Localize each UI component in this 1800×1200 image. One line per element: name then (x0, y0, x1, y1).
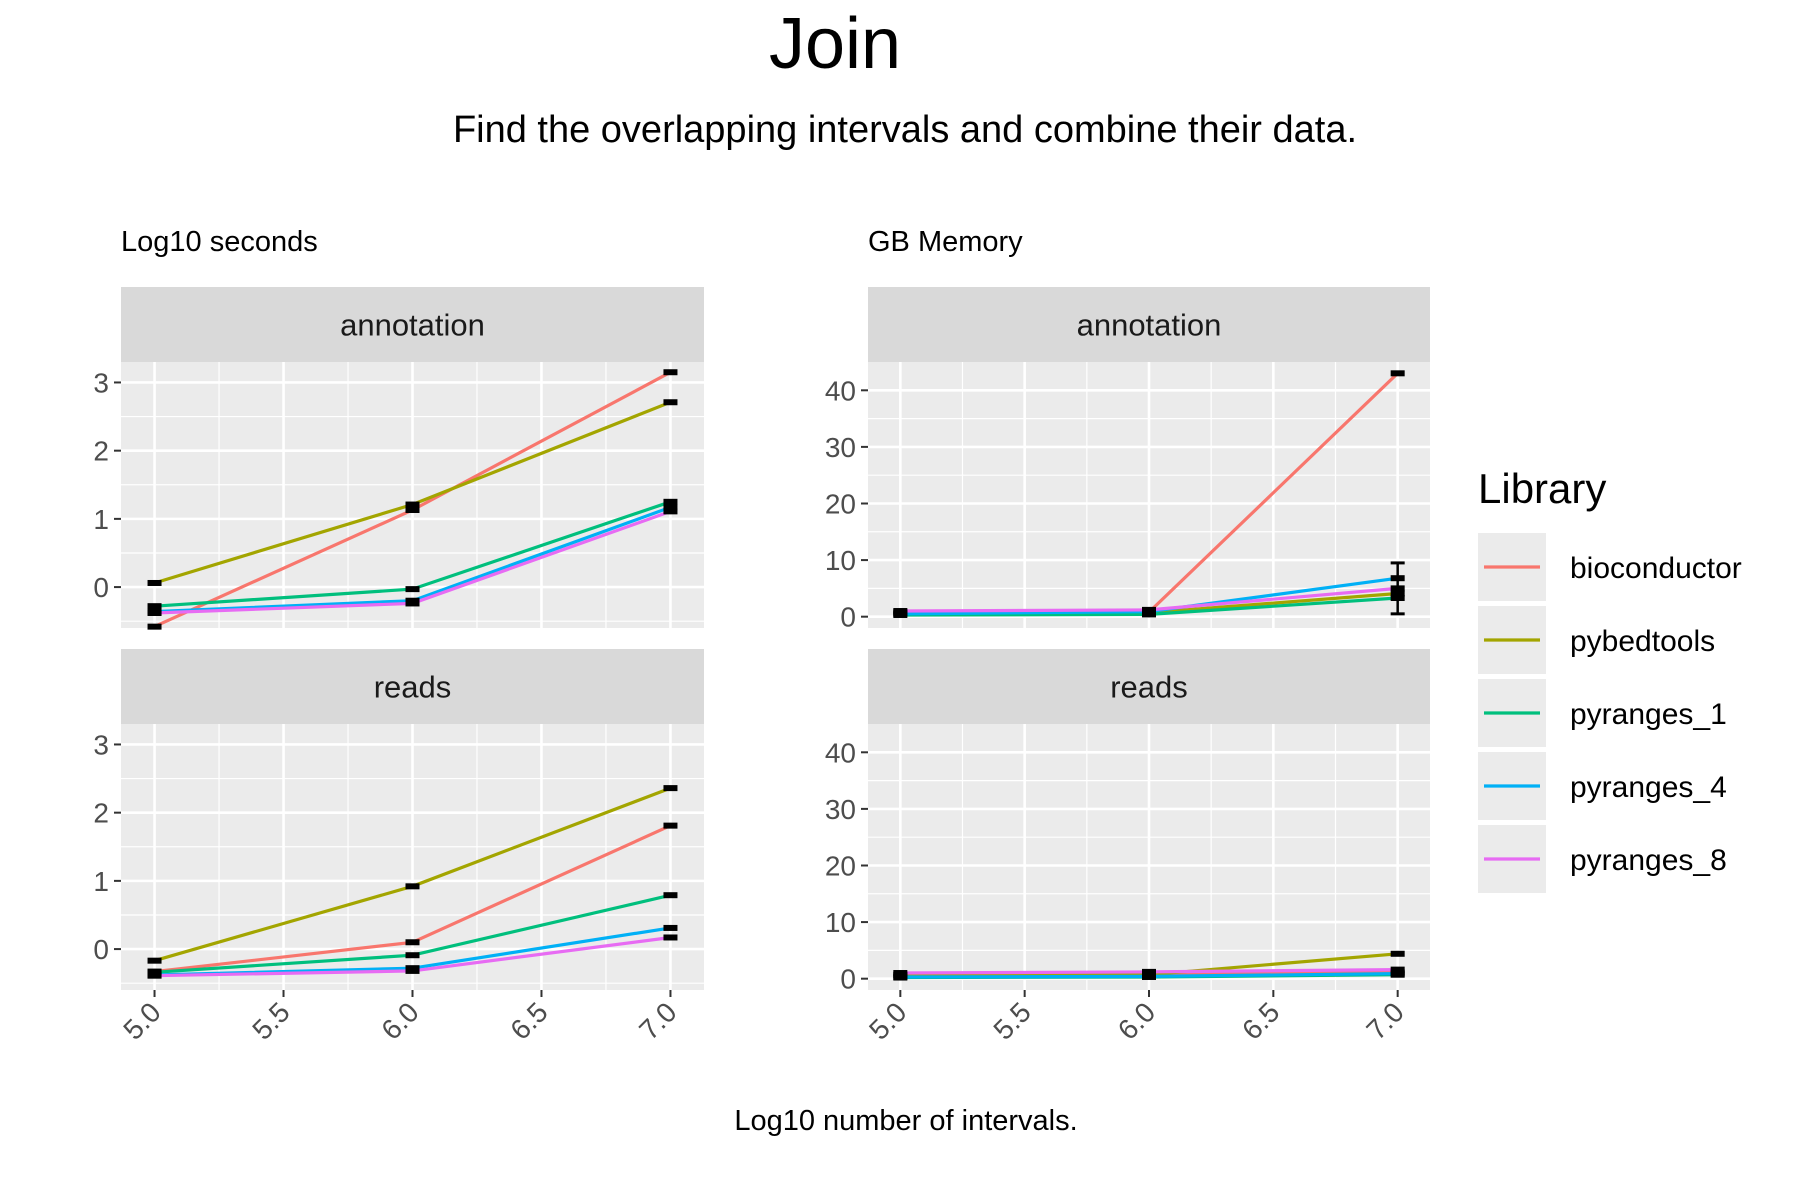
chart-subtitle: Find the overlapping intervals and combi… (453, 109, 1357, 151)
legend-item-pyranges_4: pyranges_4 (1478, 752, 1727, 820)
chart-title: Join (769, 4, 901, 84)
facet-strip-label: annotation (1077, 308, 1222, 343)
point-marker-pybedtools (663, 785, 678, 792)
legend-item-label: bioconductor (1570, 552, 1742, 585)
y-tick-label: 3 (93, 367, 109, 398)
y-tick-label: 0 (840, 964, 856, 995)
point-marker-pyranges_8 (663, 508, 678, 515)
panel-label-memory: GB Memory (868, 226, 1023, 258)
legend-item-pyranges_1: pyranges_1 (1478, 679, 1727, 747)
point-marker-pyranges_1 (405, 586, 420, 593)
facet-strip-label: reads (374, 670, 452, 705)
y-tick-label: 1 (93, 504, 109, 535)
legend: Library bioconductor pybedtools pyranges_1p… (1478, 465, 1742, 893)
point-marker-pyranges_1 (663, 498, 678, 505)
legend-item-label: pyranges_1 (1570, 698, 1727, 731)
point-marker-bioconductor (663, 369, 678, 376)
facet-seconds-annotation: annotation 0 1 2 3 (93, 287, 704, 630)
facet-strip (121, 287, 704, 362)
point-marker-bioconductor (405, 939, 420, 946)
point-marker-pyranges_1 (147, 603, 162, 610)
panel-label-seconds: Log10 seconds (121, 226, 318, 258)
y-tick-label: 10 (825, 907, 856, 938)
legend-item-label: pyranges_4 (1570, 771, 1727, 804)
legend-item-bioconductor: bioconductor (1478, 533, 1742, 601)
point-marker-pybedtools (147, 957, 162, 964)
point-marker-bioconductor (663, 822, 678, 829)
point-marker-bioconductor (405, 507, 420, 514)
facet-strip (868, 649, 1430, 724)
point-marker-pyranges_8 (663, 934, 678, 941)
y-tick-label: 1 (93, 866, 109, 897)
point-marker-pyranges_4 (1390, 970, 1405, 977)
point-marker-pybedtools (1390, 950, 1405, 957)
point-marker-pyranges_8 (147, 609, 162, 616)
point-marker-pyranges_1 (663, 892, 678, 899)
point-marker-pyranges_4 (893, 973, 908, 980)
y-tick-label: 0 (93, 934, 109, 965)
point-marker-pybedtools (147, 579, 162, 586)
point-marker-pyranges_8 (405, 600, 420, 607)
x-axis-label: Log10 number of intervals. (734, 1105, 1077, 1137)
facet-memory-annotation: annotation 0 10 20 30 40 (825, 287, 1430, 633)
y-tick-label: 0 (93, 572, 109, 603)
point-marker-pyranges_8 (147, 972, 162, 979)
legend-title: Library (1478, 465, 1606, 512)
point-marker-pyranges_8 (1142, 968, 1156, 975)
y-tick-label: 30 (825, 432, 856, 463)
y-tick-label: 30 (825, 794, 856, 825)
legend-item-label: pybedtools (1570, 625, 1715, 658)
y-tick-label: 0 (840, 602, 856, 633)
point-marker-pyranges_8 (893, 608, 908, 615)
legend-item-label: pyranges_8 (1570, 844, 1727, 877)
point-marker-pybedtools (405, 501, 420, 508)
point-marker-pyranges_4 (1142, 973, 1156, 980)
y-tick-label: 20 (825, 850, 856, 881)
facet-strip (868, 287, 1430, 362)
facet-strip-label: reads (1110, 670, 1188, 705)
y-tick-label: 3 (93, 729, 109, 760)
y-tick-label: 40 (825, 375, 856, 406)
point-marker-bioconductor (1390, 370, 1405, 377)
facet-strip (121, 649, 704, 724)
point-marker-pyranges_8 (1142, 606, 1156, 613)
y-tick-label: 2 (93, 436, 109, 467)
y-tick-label: 10 (825, 545, 856, 576)
point-marker-pyranges_4 (663, 504, 678, 511)
y-tick-label: 2 (93, 798, 109, 829)
point-marker-pybedtools (405, 883, 420, 890)
legend-item-pybedtools: pybedtools (1478, 606, 1715, 674)
point-marker-pybedtools (663, 399, 678, 406)
point-marker-pyranges_4 (663, 924, 678, 931)
point-marker-pyranges_1 (405, 952, 420, 959)
point-marker-bioconductor (147, 623, 162, 630)
y-tick-label: 40 (825, 737, 856, 768)
point-marker-pyranges_8 (405, 967, 420, 974)
legend-item-pyranges_8: pyranges_8 (1478, 825, 1727, 893)
point-marker-pyranges_8 (893, 970, 908, 977)
y-tick-label: 20 (825, 488, 856, 519)
facet-strip-label: annotation (340, 308, 485, 343)
point-marker-pyranges_8 (1390, 966, 1405, 973)
